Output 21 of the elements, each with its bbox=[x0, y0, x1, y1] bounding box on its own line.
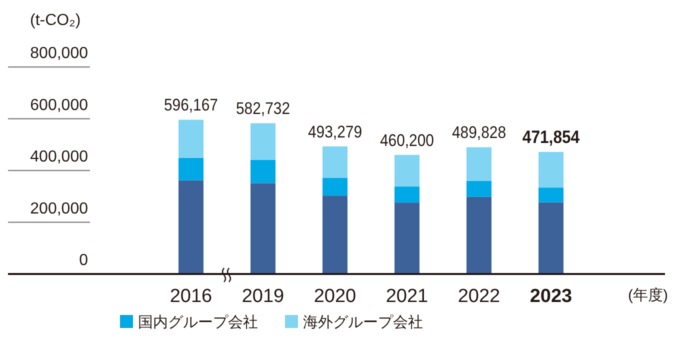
y-tick-label: 0 bbox=[79, 252, 88, 269]
legend-label: 国内グループ会社 bbox=[138, 314, 258, 331]
y-tick-label: 400,000 bbox=[30, 148, 88, 166]
x-tick-label: 2021 bbox=[386, 286, 428, 307]
y-tick-label: 600,000 bbox=[30, 96, 88, 114]
total-label: 489,828 bbox=[452, 124, 506, 143]
legend-label: 海外グループ会社 bbox=[303, 314, 423, 331]
total-label: 460,200 bbox=[380, 132, 434, 150]
x-tick-label: 2023 bbox=[530, 286, 572, 307]
total-label: 471,854 bbox=[522, 126, 580, 148]
y-tick-label: 800,000 bbox=[30, 45, 88, 62]
y-axis-title: (t-CO₂) bbox=[30, 12, 81, 29]
y-tick-label: 200,000 bbox=[30, 200, 88, 218]
x-tick-label: 2020 bbox=[314, 286, 356, 307]
x-tick-label: 2019 bbox=[242, 286, 284, 307]
x-axis-title: (年度) bbox=[628, 287, 668, 304]
x-tick-label: 2022 bbox=[458, 286, 500, 307]
x-tick-label: 2016 bbox=[170, 286, 212, 307]
total-label: 582,732 bbox=[236, 100, 290, 118]
total-label: 596,167 bbox=[164, 96, 218, 115]
total-label: 493,279 bbox=[308, 124, 362, 142]
